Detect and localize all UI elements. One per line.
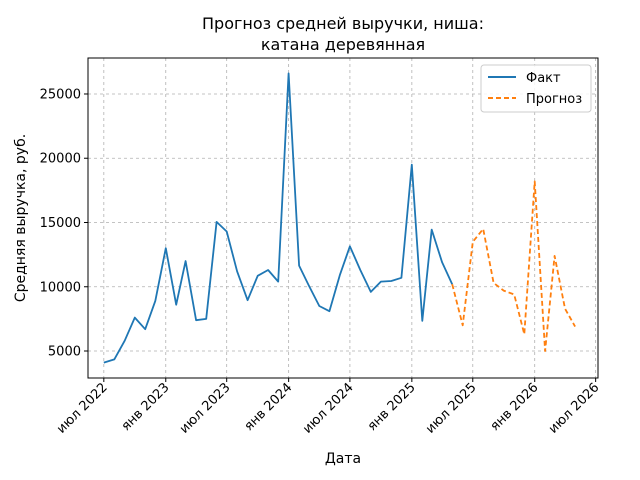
y-axis-label: Средняя выручка, руб. (13, 134, 29, 302)
y-tick-label: 20000 (40, 152, 81, 167)
y-axis: 5000 10000 15000 20000 25000 (40, 87, 88, 360)
y-tick-label: 15000 (40, 216, 81, 231)
chart-title-line-1: Прогноз средней выручки, ниша: (202, 14, 484, 33)
y-tick-label: 10000 (40, 280, 81, 295)
y-tick-label: 25000 (40, 87, 81, 102)
series-line-forecast (451, 180, 576, 352)
y-tick-label: 5000 (48, 345, 81, 360)
legend-label-forecast: Прогноз (526, 92, 582, 107)
plot-frame (87, 57, 599, 379)
chart-title-line-2: катана деревянная (261, 35, 425, 54)
x-axis-label: Дата (325, 451, 361, 467)
legend-label-fact: Факт (526, 71, 561, 86)
legend: Факт Прогноз (480, 64, 592, 113)
grid (88, 58, 598, 378)
series-line-fact (103, 72, 454, 364)
series-layer (103, 72, 576, 364)
